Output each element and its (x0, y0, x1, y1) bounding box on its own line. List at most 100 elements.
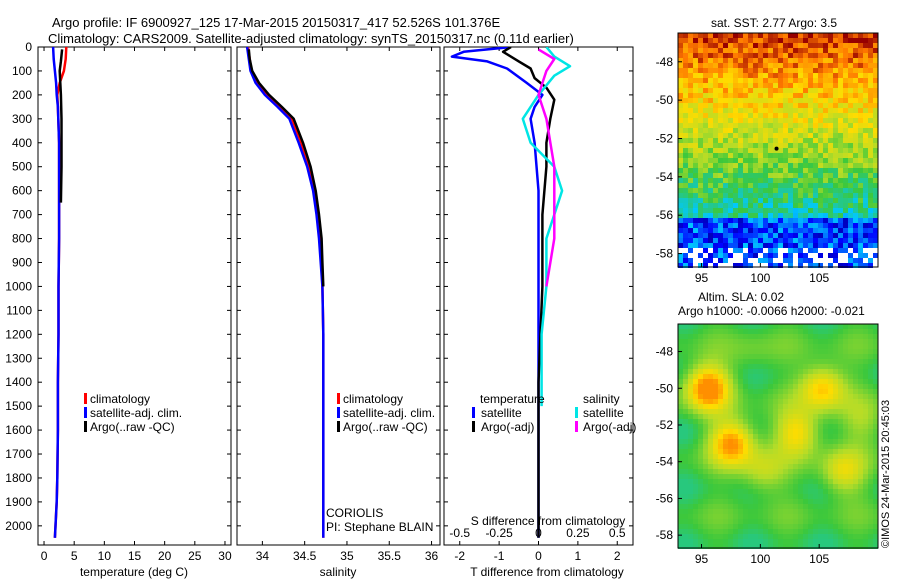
sst-cell (813, 193, 818, 198)
sla-cell (788, 489, 793, 494)
sst-cell (773, 228, 778, 233)
x-tick-label: 0 (535, 549, 542, 563)
sst-cell (828, 253, 833, 258)
sla-cell (828, 484, 833, 489)
sla-cell (728, 449, 733, 454)
sst-cell (703, 73, 708, 78)
sla-cell (753, 419, 758, 424)
y-tick-label: 300 (12, 112, 32, 126)
sla-cell (738, 474, 743, 479)
sla-cell (723, 459, 728, 464)
sla-cell (813, 529, 818, 534)
sst-cell (753, 228, 758, 233)
sst-cell (778, 78, 783, 83)
sla-cell (733, 424, 738, 429)
sst-cell (713, 58, 718, 63)
sst-cell (793, 98, 798, 103)
sst-cell (778, 88, 783, 93)
sla-cell (863, 454, 868, 459)
sst-cell (798, 63, 803, 68)
salinity-panel (236, 46, 441, 546)
sla-cell (798, 519, 803, 524)
sst-cell (788, 78, 793, 83)
sst-cell (768, 233, 773, 238)
sla-cell (758, 404, 763, 409)
sst-cell (853, 228, 858, 233)
sst-cell (818, 193, 823, 198)
sla-cell (823, 434, 828, 439)
sst-cell (873, 123, 878, 128)
sst-cell (833, 223, 838, 228)
sst-cell (753, 253, 758, 258)
sst-cell (828, 188, 833, 193)
sst-cell (778, 263, 783, 268)
sla-cell (863, 474, 868, 479)
sst-cell (708, 143, 713, 148)
sla-cell (793, 424, 798, 429)
sst-cell (683, 43, 688, 48)
sla-cell (808, 539, 813, 544)
sla-cell (713, 414, 718, 419)
sla-cell (873, 539, 878, 544)
sla-cell (743, 414, 748, 419)
sst-cell (773, 88, 778, 93)
sst-cell (833, 73, 838, 78)
sst-cell (693, 233, 698, 238)
sst-cell (688, 123, 693, 128)
sla-cell (793, 374, 798, 379)
sla-cell (838, 494, 843, 499)
sla-cell (723, 374, 728, 379)
sla-cell (713, 479, 718, 484)
sla-cell (848, 484, 853, 489)
sst-cell (858, 48, 863, 53)
y-tick-label: 100 (12, 64, 32, 78)
sla-cell (703, 444, 708, 449)
sla-cell (718, 414, 723, 419)
sla-cell (693, 524, 698, 529)
sst-cell (763, 213, 768, 218)
sla-cell (693, 409, 698, 414)
sst-cell (733, 128, 738, 133)
sst-cell (858, 203, 863, 208)
sla-cell (693, 544, 698, 549)
sla-cell (808, 354, 813, 359)
sst-cell (823, 78, 828, 83)
sst-cell (853, 123, 858, 128)
sst-cell (718, 178, 723, 183)
sst-cell (703, 48, 708, 53)
salinity-legend: climatology satellite-adj. clim. Argo(..… (337, 392, 435, 434)
map-y-tick-label: -54 (656, 455, 674, 469)
sst-cell (738, 88, 743, 93)
sla-cell (848, 344, 853, 349)
sst-cell (838, 43, 843, 48)
sla-cell (678, 379, 683, 384)
sla-cell (678, 324, 683, 329)
sst-cell (768, 133, 773, 138)
sla-cell (808, 509, 813, 514)
sst-cell (773, 178, 778, 183)
sla-cell (828, 424, 833, 429)
sla-cell (738, 334, 743, 339)
sla-cell (698, 459, 703, 464)
sla-cell (743, 479, 748, 484)
sla-cell (833, 409, 838, 414)
sst-cell (858, 153, 863, 158)
sst-cell (868, 233, 873, 238)
sst-cell (683, 168, 688, 173)
sla-cell (773, 529, 778, 534)
sst-cell (708, 173, 713, 178)
sst-cell (828, 78, 833, 83)
sla-cell (763, 349, 768, 354)
sla-cell (798, 369, 803, 374)
sst-cell (683, 243, 688, 248)
sla-cell (823, 464, 828, 469)
sst-cell (778, 138, 783, 143)
sst-cell (708, 38, 713, 43)
sla-cell (723, 504, 728, 509)
sla-cell (688, 459, 693, 464)
sst-cell (868, 178, 873, 183)
sst-cell (688, 88, 693, 93)
sst-cell (748, 53, 753, 58)
sst-cell (783, 88, 788, 93)
sla-cell (818, 324, 823, 329)
